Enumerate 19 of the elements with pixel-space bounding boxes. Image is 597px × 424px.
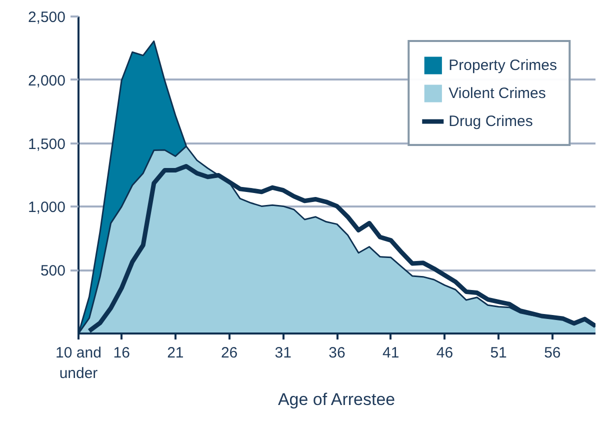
x-tick-label: 10 and under [56, 344, 102, 382]
legend-label: Drug Crimes [448, 112, 533, 130]
y-tick-label: 1,500 [28, 136, 66, 153]
x-tick-label: 46 [436, 344, 454, 362]
x-tick-label: 21 [167, 344, 184, 362]
y-tick-label: 2,000 [28, 72, 66, 90]
x-tick-label: 16 [113, 344, 130, 362]
x-tick-label: 31 [274, 344, 292, 362]
x-tick-label: 36 [328, 344, 346, 362]
legend-label: Property Crimes [448, 56, 557, 74]
x-tick-label: 56 [544, 344, 561, 362]
legend-label: Violent Crimes [448, 84, 546, 102]
y-tick-label: 1,000 [28, 199, 66, 216]
x-tick-label: 41 [382, 344, 400, 362]
x-axis-title: Age of Arrestee [278, 390, 396, 409]
x-tick-label: 26 [220, 344, 238, 362]
y-tick-label: 500 [40, 262, 66, 280]
y-tick-label: 2,500 [28, 9, 66, 26]
x-tick-label: 51 [490, 344, 507, 362]
